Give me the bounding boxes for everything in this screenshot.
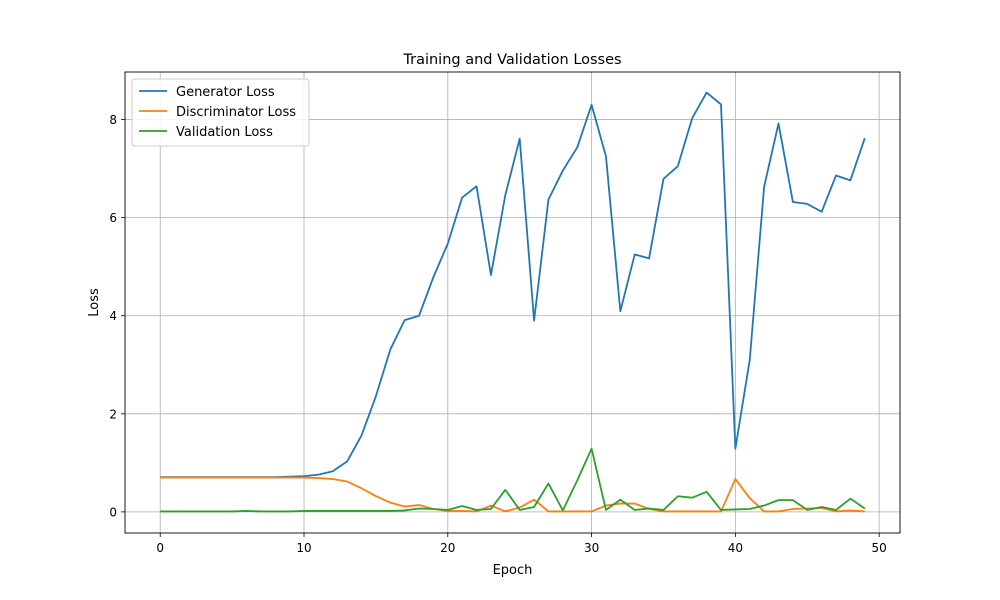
y-tick-label: 0: [109, 505, 117, 519]
x-axis-label: Epoch: [493, 563, 533, 578]
x-tick-label: 50: [872, 541, 887, 555]
discriminator-loss-line: [160, 476, 865, 513]
legend-box: [131, 78, 310, 147]
y-tick-label: 6: [109, 211, 117, 225]
y-axis-label: Loss: [87, 288, 102, 317]
x-tick-label: 10: [296, 541, 311, 555]
plot-frame: [124, 71, 901, 534]
x-tick-label: 30: [584, 541, 599, 555]
chart-title: Training and Validation Losses: [402, 52, 621, 68]
series-lines: [160, 91, 866, 513]
x-tick-label: 40: [728, 541, 743, 555]
validation-loss-line: [160, 447, 866, 513]
x-tick-label: 0: [156, 541, 164, 555]
axis-ticks: 0 10 20 30 40 50 0 2 4 6 8: [109, 113, 886, 555]
legend-label-validation: Validation Loss: [176, 125, 273, 140]
y-tick-label: 8: [109, 113, 117, 127]
y-tick-label: 4: [109, 309, 117, 323]
legend-label-discriminator: Discriminator Loss: [176, 105, 296, 120]
x-tick-label: 20: [440, 541, 455, 555]
y-tick-label: 2: [109, 407, 117, 421]
legend-label-generator: Generator Loss: [176, 85, 275, 100]
legend: Generator Loss Discriminator Loss Valida…: [131, 78, 310, 147]
